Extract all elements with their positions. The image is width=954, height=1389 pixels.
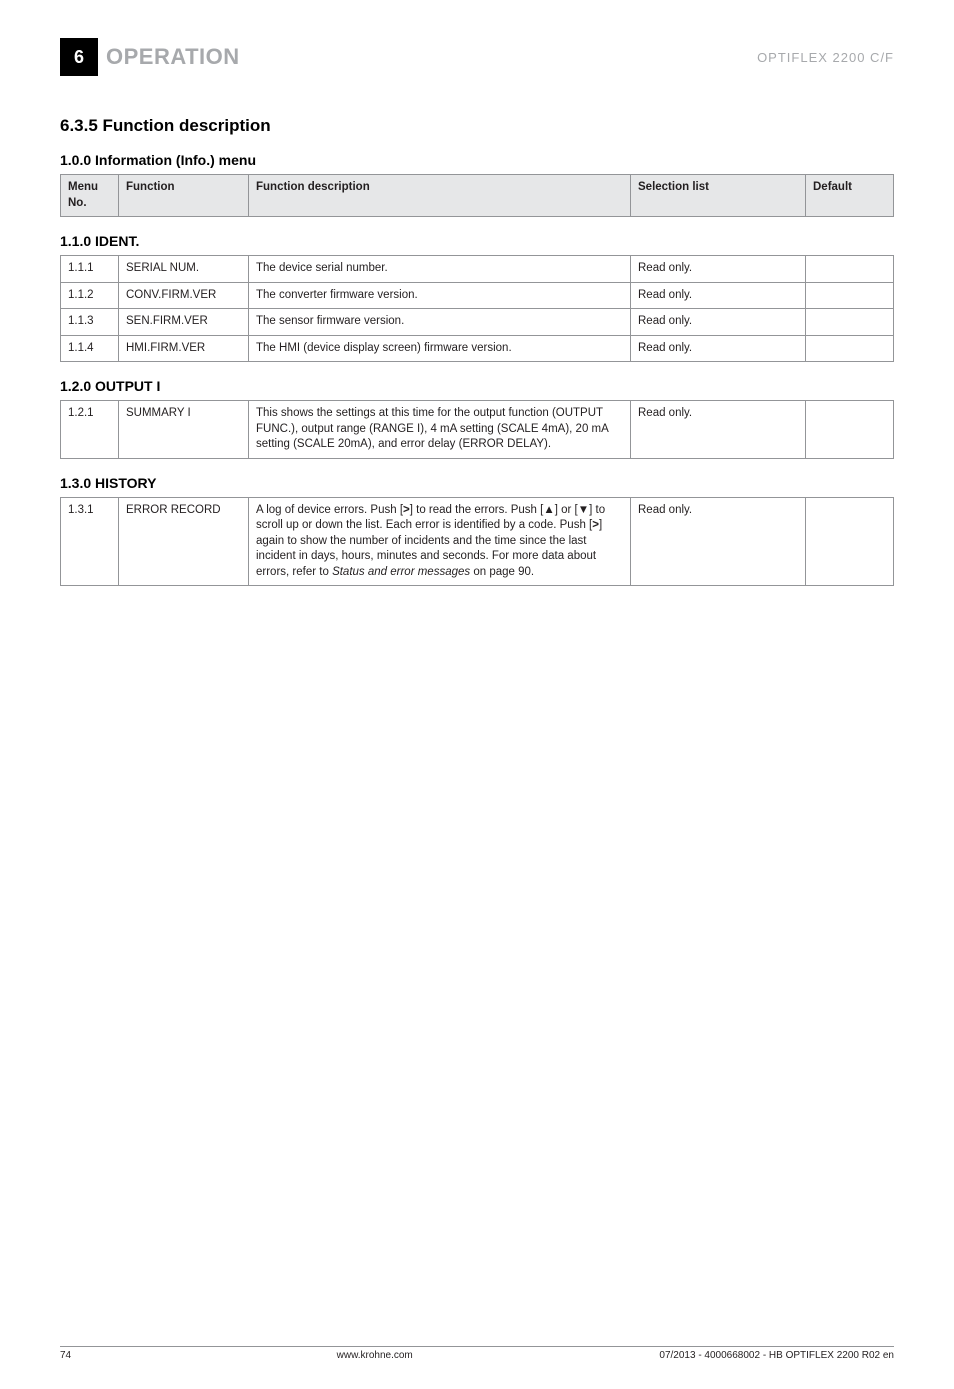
cell-desc: This shows the settings at this time for… xyxy=(249,401,631,459)
col-desc-header: Function description xyxy=(249,175,631,217)
desc-text: ] to read the errors. Push [ xyxy=(410,504,544,516)
cell-def xyxy=(806,282,894,309)
cell-sel: Read only. xyxy=(631,256,806,283)
right-arrow-icon: > xyxy=(592,519,599,531)
cell-sel: Read only. xyxy=(631,335,806,362)
chapter-number-box: 6 xyxy=(60,38,98,76)
product-name: OPTIFLEX 2200 C/F xyxy=(745,38,894,76)
col-menu-header: Menu No. xyxy=(61,175,119,217)
chapter-title: OPERATION xyxy=(106,44,240,70)
desc-text: A log of device errors. Push [ xyxy=(256,504,403,516)
group-title: 1.2.0 OUTPUT I xyxy=(60,378,894,394)
desc-text: on page 90. xyxy=(470,566,534,578)
cell-desc: A log of device errors. Push [>] to read… xyxy=(249,497,631,586)
page-number: 74 xyxy=(60,1350,90,1361)
cell-sel: Read only. xyxy=(631,497,806,586)
table-row: 1.3.1 ERROR RECORD A log of device error… xyxy=(61,497,894,586)
down-arrow-icon: ▼ xyxy=(578,504,589,516)
cell-menu: 1.1.2 xyxy=(61,282,119,309)
col-def-header: Default xyxy=(806,175,894,217)
cell-def xyxy=(806,256,894,283)
col-sel-header: Selection list xyxy=(631,175,806,217)
cell-desc: The device serial number. xyxy=(249,256,631,283)
cell-sel: Read only. xyxy=(631,401,806,459)
group-title: 1.1.0 IDENT. xyxy=(60,233,894,249)
cell-desc: The sensor firmware version. xyxy=(249,309,631,336)
cell-func: SERIAL NUM. xyxy=(119,256,249,283)
right-arrow-icon: > xyxy=(403,504,410,516)
table-row: 1.1.4 HMI.FIRM.VER The HMI (device displ… xyxy=(61,335,894,362)
cell-def xyxy=(806,497,894,586)
page-header: 6 OPERATION OPTIFLEX 2200 C/F xyxy=(60,38,894,76)
cell-func: SUMMARY I xyxy=(119,401,249,459)
ident-table: 1.1.1 SERIAL NUM. The device serial numb… xyxy=(60,255,894,362)
chapter-number: 6 xyxy=(74,47,84,68)
cell-menu: 1.1.4 xyxy=(61,335,119,362)
cell-desc: The converter firmware version. xyxy=(249,282,631,309)
chapter-title-wrap: OPERATION xyxy=(98,38,745,76)
cell-menu: 1.1.1 xyxy=(61,256,119,283)
table-row: 1.1.3 SEN.FIRM.VER The sensor firmware v… xyxy=(61,309,894,336)
history-table: 1.3.1 ERROR RECORD A log of device error… xyxy=(60,497,894,587)
table-row: 1.2.1 SUMMARY I This shows the settings … xyxy=(61,401,894,459)
footer-right: 07/2013 - 4000668002 - HB OPTIFLEX 2200 … xyxy=(659,1350,894,1361)
cell-def xyxy=(806,309,894,336)
footer-center: www.krohne.com xyxy=(90,1350,659,1361)
section-heading: 6.3.5 Function description xyxy=(60,116,894,136)
cell-menu: 1.1.3 xyxy=(61,309,119,336)
cell-func: SEN.FIRM.VER xyxy=(119,309,249,336)
cell-func: ERROR RECORD xyxy=(119,497,249,586)
col-func-header: Function xyxy=(119,175,249,217)
column-header-table: Menu No. Function Function description S… xyxy=(60,174,894,217)
page-footer: 74 www.krohne.com 07/2013 - 4000668002 -… xyxy=(60,1346,894,1361)
desc-text: ] or [ xyxy=(555,504,578,516)
group-title: 1.3.0 HISTORY xyxy=(60,475,894,491)
cell-func: HMI.FIRM.VER xyxy=(119,335,249,362)
table-row: 1.1.1 SERIAL NUM. The device serial numb… xyxy=(61,256,894,283)
cell-desc: The HMI (device display screen) firmware… xyxy=(249,335,631,362)
up-arrow-icon: ▲ xyxy=(543,504,554,516)
menu-heading: 1.0.0 Information (Info.) menu xyxy=(60,152,894,168)
table-row: 1.1.2 CONV.FIRM.VER The converter firmwa… xyxy=(61,282,894,309)
cell-func: CONV.FIRM.VER xyxy=(119,282,249,309)
cell-def xyxy=(806,335,894,362)
cell-def xyxy=(806,401,894,459)
cell-menu: 1.3.1 xyxy=(61,497,119,586)
output-table: 1.2.1 SUMMARY I This shows the settings … xyxy=(60,400,894,459)
desc-italic: Status and error messages xyxy=(332,566,470,578)
cell-sel: Read only. xyxy=(631,309,806,336)
cell-menu: 1.2.1 xyxy=(61,401,119,459)
cell-sel: Read only. xyxy=(631,282,806,309)
